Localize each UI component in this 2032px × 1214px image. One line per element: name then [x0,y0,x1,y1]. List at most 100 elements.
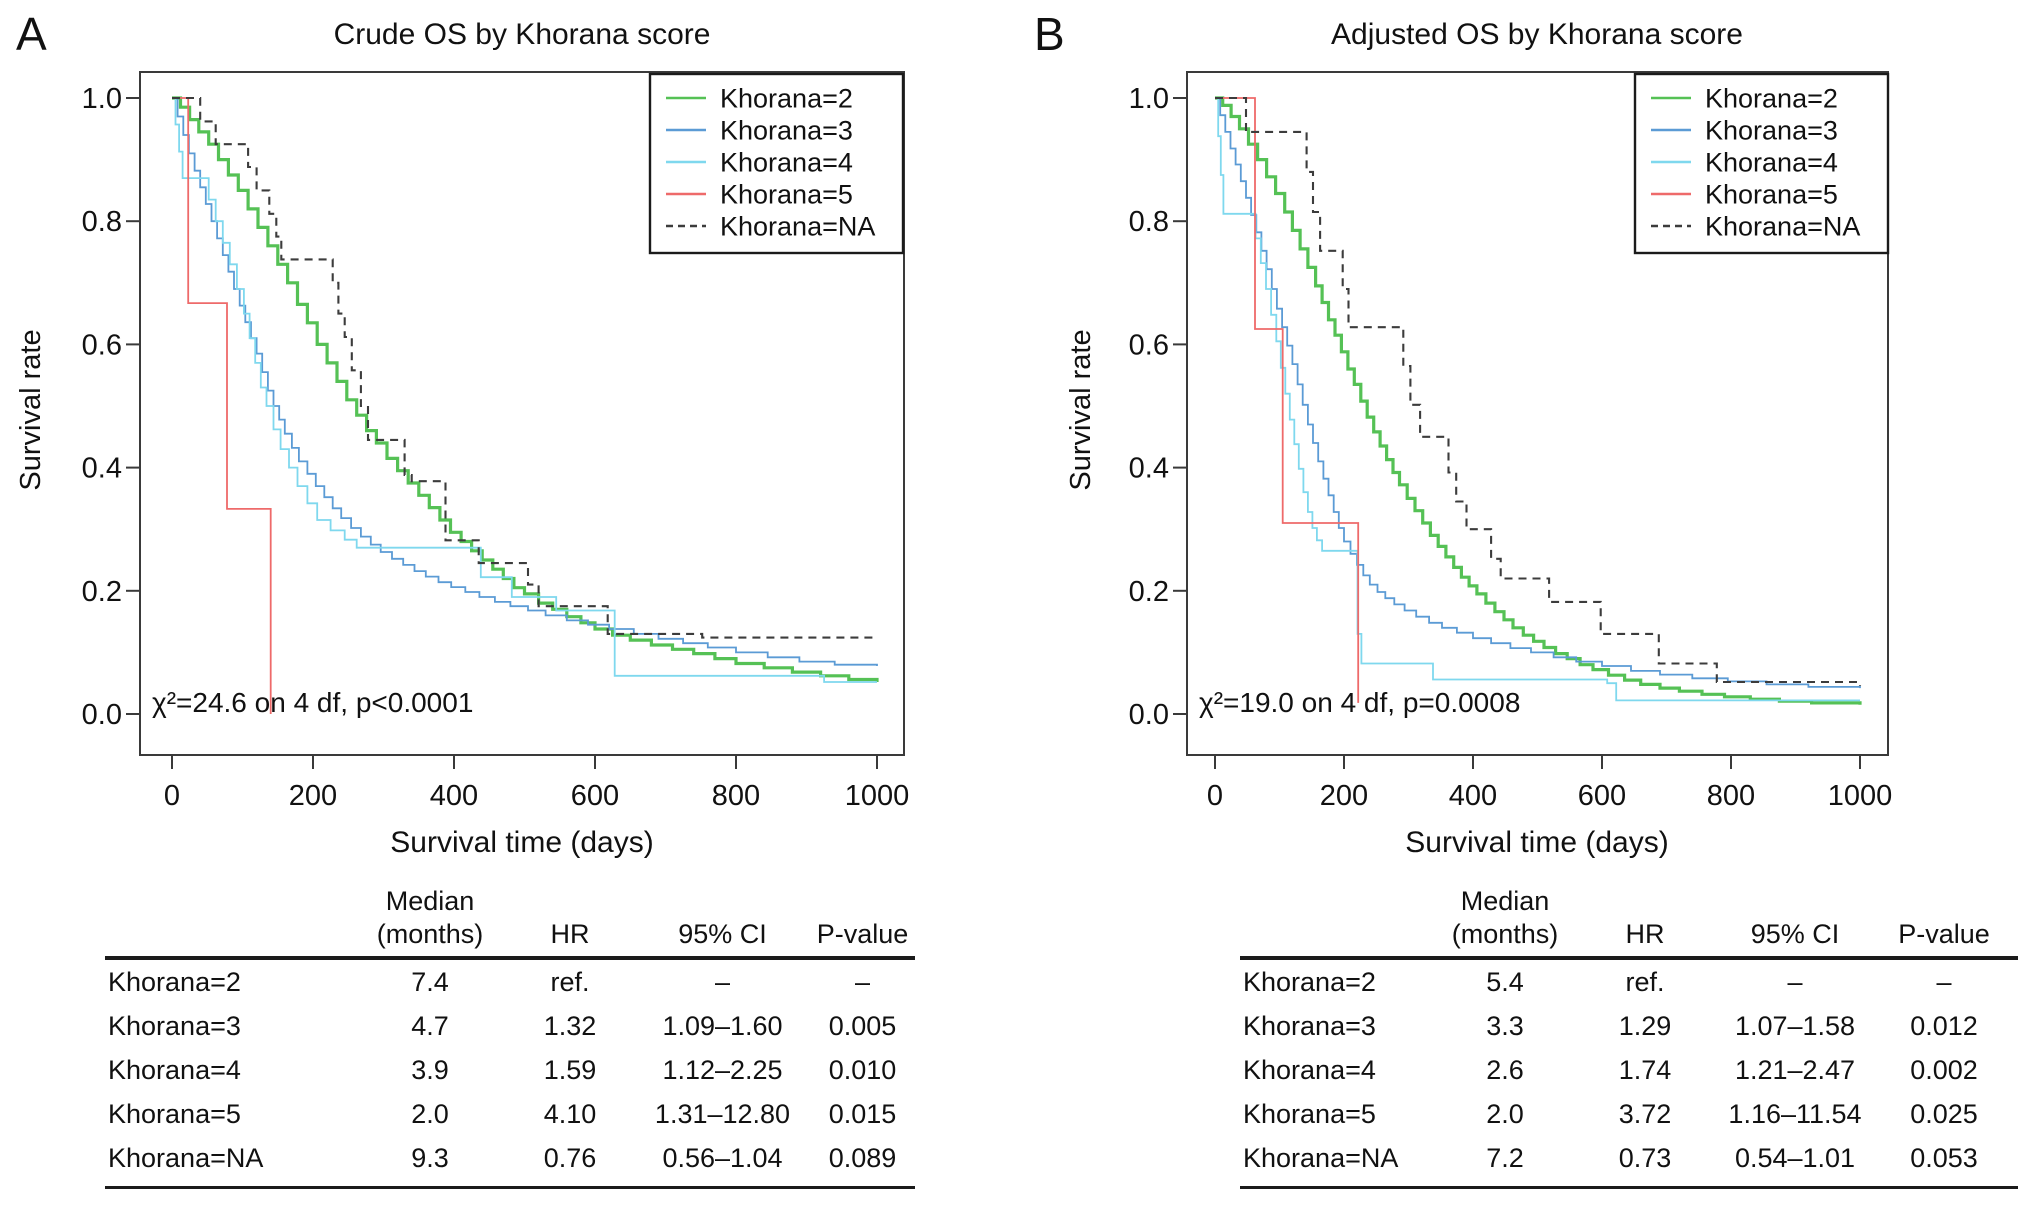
y-tick-label: 1.0 [82,83,122,115]
row-label: Khorana=5 [108,1098,241,1129]
curve-khorana-2 [172,96,879,682]
legend-label: Khorana=3 [1705,116,1838,146]
legend-label: Khorana=2 [1705,84,1838,114]
curve-khorana-na [172,96,877,639]
col-pvalue-header: P-value [1898,919,1990,950]
x-tick-label: 800 [712,780,760,812]
median-months-value: 2.0 [411,1098,449,1129]
table-row: Khorana=2 7.4 ref. – – [105,960,915,1004]
row-label: Khorana=NA [1243,1142,1399,1173]
median-months-value: 2.6 [1486,1054,1524,1085]
col-hr-header: HR [550,919,590,950]
col-median-header: Median (months) [376,886,484,950]
x-tick-label: 400 [430,780,478,812]
table-bottom-rule [105,1185,915,1189]
y-tick-label: 0.8 [82,206,122,238]
row-label: Khorana=5 [1243,1098,1376,1129]
table-row: Khorana=NA 9.3 0.76 0.56–1.04 0.089 [105,1136,915,1180]
x-tick-label: 800 [1707,780,1755,812]
summary-table-panel-a: Median (months) HR 95% CI P-value Khoran… [105,880,915,1189]
p-value: 0.025 [1910,1098,1978,1129]
legend-label: Khorana=2 [720,84,853,114]
hr-value: 1.74 [1618,1054,1672,1085]
hr-value: 1.59 [543,1054,597,1085]
table-row: Khorana=4 2.6 1.74 1.21–2.47 0.002 [1240,1048,2018,1092]
plot-frame [1186,71,1889,756]
median-months-value: 5.4 [1486,966,1524,997]
p-value: 0.089 [828,1142,897,1173]
ci-value: 1.16–11.54 [1728,1098,1862,1129]
legend-box [648,72,905,255]
x-tick-label: 1000 [845,780,910,812]
col-hr-header: HR [1625,919,1665,950]
x-axis-label: Survival time (days) [390,826,653,859]
y-tick-label: 0.8 [1129,206,1169,238]
curve-khorana-3 [172,97,878,666]
curve-khorana-5 [1215,97,1360,703]
hr-value: ref. [550,966,590,997]
legend-label: Khorana=3 [720,116,853,146]
hr-value: 0.73 [1618,1142,1672,1173]
ci-value: – [714,966,731,997]
table-row: Khorana=5 2.0 4.10 1.31–12.80 0.015 [105,1092,915,1136]
row-label: Khorana=2 [1243,966,1376,997]
y-tick-label: 0.6 [82,329,122,361]
table-row: Khorana=5 2.0 3.72 1.16–11.54 0.025 [1240,1092,2018,1136]
ci-value: 0.54–1.01 [1734,1142,1856,1173]
hr-value: 0.76 [543,1142,597,1173]
legend: Khorana=2Khorana=3Khorana=4Khorana=5Khor… [1633,72,1890,255]
median-months-value: 2.0 [1486,1098,1524,1129]
median-months-value: 7.4 [411,966,449,997]
col-ci-header: 95% CI [678,919,767,950]
ci-value: – [1787,966,1803,997]
row-label: Khorana=4 [108,1054,241,1085]
ci-value: 1.09–1.60 [662,1010,783,1041]
table-row: Khorana=2 5.4 ref. – – [1240,960,2018,1004]
p-value: 0.053 [1910,1142,1978,1173]
table-bottom-rule [1240,1185,2018,1189]
legend-box [1633,72,1890,255]
legend: Khorana=2Khorana=3Khorana=4Khorana=5Khor… [648,72,905,255]
median-months-value: 9.3 [411,1142,449,1173]
table-body: Khorana=2 7.4 ref. – – Khorana=3 4.7 1.32 1.09–1… [105,960,915,1180]
curve-khorana-na [1215,96,1862,686]
x-axis-label: Survival time (days) [1405,826,1668,859]
x-tick-label: 400 [1449,780,1497,812]
plot-title: Adjusted OS by Khorana score [1331,18,1743,51]
y-tick-label: 0.2 [1129,576,1169,608]
row-label: Khorana=3 [1243,1010,1376,1041]
p-value: 0.015 [828,1098,897,1129]
legend-label: Khorana=4 [720,148,853,178]
table-header: Median (months) HR 95% CI P-value [1240,880,2018,956]
hr-value: 1.32 [543,1010,597,1041]
p-value: 0.010 [828,1054,897,1085]
row-label: Khorana=4 [1243,1054,1376,1085]
hr-value: 1.29 [1618,1010,1672,1041]
y-tick-label: 0.4 [82,453,122,485]
col-median-header: Median (months) [1451,886,1559,950]
ci-value: 1.12–2.25 [662,1054,783,1085]
hr-value: 3.72 [1618,1098,1672,1129]
x-tick-label: 0 [164,780,180,812]
x-tick-label: 600 [1578,780,1626,812]
legend-label: Khorana=4 [1705,148,1838,178]
y-axis-label: Survival rate [15,329,47,490]
p-value: – [1936,966,1952,997]
legend-label: Khorana=5 [1705,180,1838,210]
row-label: Khorana=3 [108,1010,241,1041]
curve-khorana-2 [1215,96,1862,705]
panel-a: A Crude OS by Khorana score 1.0 0.8 0.6 0.4 0.… [15,8,909,859]
col-label-header [105,951,355,956]
table-row: Khorana=4 3.9 1.59 1.12–2.25 0.010 [105,1048,915,1092]
x-tick-label: 1000 [1828,780,1893,812]
panel-letter: B [1034,8,1065,60]
ci-value: 1.07–1.58 [1734,1010,1856,1041]
survival-plots-canvas: A Crude OS by Khorana score 1.0 0.8 0.6 0.4 0.… [15,8,1893,859]
ci-value: 0.56–1.04 [662,1142,783,1173]
median-months-value: 7.2 [1486,1142,1524,1173]
chi-square-annotation: χ²=24.6 on 4 df, p<0.0001 [152,687,473,718]
table-row: Khorana=3 4.7 1.32 1.09–1.60 0.005 [105,1004,915,1048]
y-tick-label: 0.0 [1129,699,1169,731]
ci-value: 1.31–12.80 [654,1098,791,1129]
